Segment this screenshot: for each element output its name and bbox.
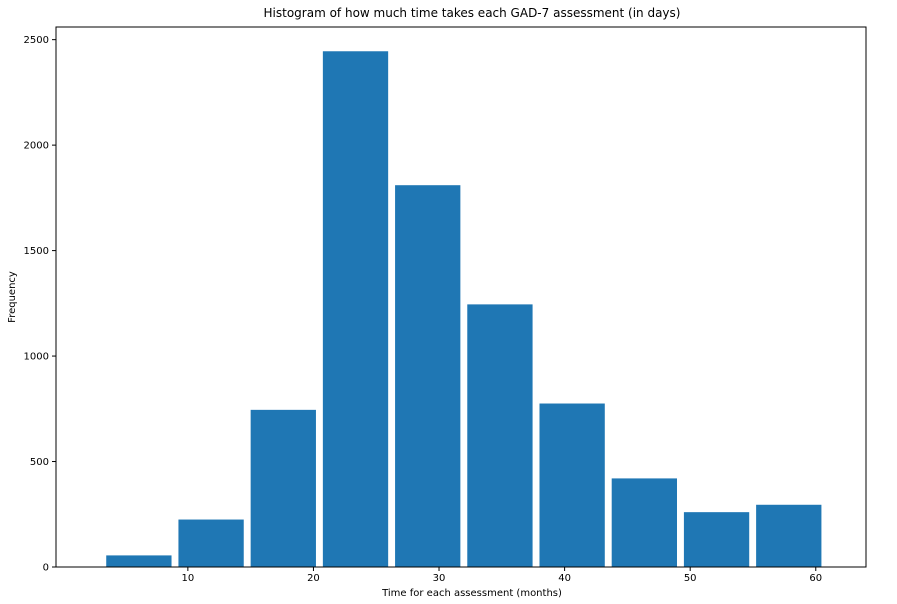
x-tick-label: 50 [684, 573, 697, 584]
histogram-bar-8 [611, 478, 677, 567]
y-tick-label: 2000 [24, 141, 49, 152]
histogram-bar-10 [756, 504, 822, 567]
y-tick-label: 0 [43, 563, 49, 574]
histogram-bar-3 [250, 409, 316, 567]
y-tick-label: 500 [30, 457, 49, 468]
x-tick-label: 40 [558, 573, 571, 584]
x-tick-label: 60 [809, 573, 822, 584]
histogram-bar-1 [106, 555, 172, 567]
histogram-bar-6 [467, 304, 533, 567]
histogram-bar-7 [539, 403, 605, 567]
histogram-bar-5 [395, 185, 461, 567]
histogram-bar-9 [683, 512, 750, 567]
y-axis-label: Frequency [7, 271, 18, 323]
y-tick-label: 1500 [24, 246, 49, 257]
histogram-bar-4 [322, 51, 389, 567]
x-axis-label: Time for each assessment (months) [381, 588, 562, 599]
y-tick-label: 2500 [24, 35, 49, 46]
chart-title: Histogram of how much time takes each GA… [264, 6, 681, 20]
y-tick-label: 1000 [24, 352, 49, 363]
plot-frame [55, 26, 867, 568]
x-tick-label: 30 [433, 573, 446, 584]
x-tick-label: 20 [307, 573, 320, 584]
y-axis-ticks: 0 500 1000 1500 2000 2500 [24, 35, 56, 574]
bars-group [106, 51, 822, 567]
x-tick-label: 10 [181, 573, 194, 584]
x-axis-ticks: 10 20 30 40 50 60 [181, 567, 822, 584]
histogram-bar-2 [178, 519, 244, 567]
